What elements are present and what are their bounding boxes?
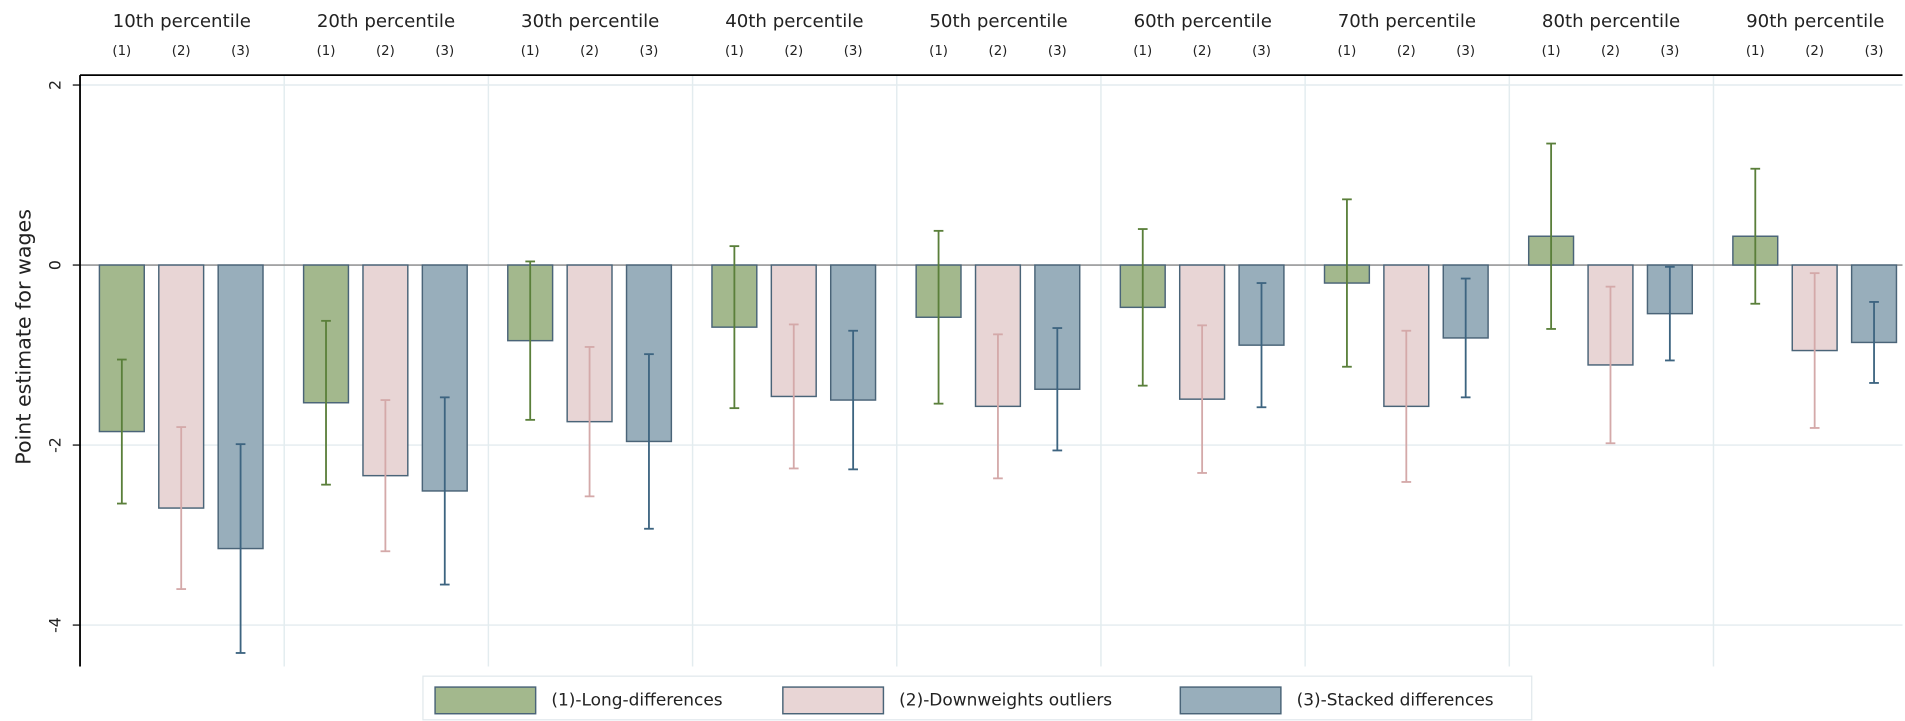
- legend-box: [422, 675, 1533, 721]
- sub-label: (2): [1805, 44, 1824, 59]
- sub-label: (1): [1746, 44, 1765, 59]
- sub-label: (1): [317, 44, 336, 59]
- sub-label: (1): [1133, 44, 1152, 59]
- sub-label: (3): [231, 44, 250, 59]
- sub-label: (2): [1193, 44, 1212, 59]
- legend-swatch: [1179, 686, 1282, 715]
- y-tick-label: 2: [45, 80, 64, 90]
- sub-label: (2): [989, 44, 1008, 59]
- legend-label: (3)-Stacked differences: [1297, 689, 1494, 709]
- sub-label: (3): [1456, 44, 1475, 59]
- category-label: 80th percentile: [1542, 11, 1680, 32]
- legend-label: (2)-Downweights outliers: [899, 689, 1112, 709]
- sub-label: (3): [1660, 44, 1679, 59]
- category-label: 40th percentile: [725, 11, 863, 32]
- y-tick-label: 0: [45, 260, 64, 270]
- sub-label: (2): [784, 44, 803, 59]
- legend-swatch: [434, 686, 537, 715]
- sub-label: (2): [580, 44, 599, 59]
- category-label: 20th percentile: [317, 11, 455, 32]
- legend-label: (1)-Long-differences: [551, 689, 722, 709]
- category-label: 60th percentile: [1134, 11, 1272, 32]
- y-axis-title: Point estimate for wages: [11, 209, 35, 465]
- sub-label: (2): [172, 44, 191, 59]
- sub-label: (3): [1865, 44, 1884, 59]
- sub-label: (1): [1337, 44, 1356, 59]
- sub-label: (2): [1601, 44, 1620, 59]
- sub-label: (3): [435, 44, 454, 59]
- plot-area: [80, 75, 1903, 667]
- sub-label: (1): [112, 44, 131, 59]
- sub-label: (1): [521, 44, 540, 59]
- legend-swatch: [782, 686, 885, 715]
- sub-label: (2): [376, 44, 395, 59]
- category-label: 70th percentile: [1338, 11, 1476, 32]
- sub-label: (1): [1542, 44, 1561, 59]
- sub-label: (2): [1397, 44, 1416, 59]
- category-label: 10th percentile: [113, 11, 251, 32]
- sub-label: (1): [929, 44, 948, 59]
- sub-label: (1): [725, 44, 744, 59]
- category-label: 90th percentile: [1746, 11, 1884, 32]
- category-label: 30th percentile: [521, 11, 659, 32]
- y-tick-label: -4: [45, 617, 64, 633]
- category-label: 50th percentile: [929, 11, 1067, 32]
- sub-label: (3): [844, 44, 863, 59]
- sub-label: (3): [640, 44, 659, 59]
- sub-label: (3): [1048, 44, 1067, 59]
- y-tick-label: -2: [45, 437, 64, 453]
- sub-label: (3): [1252, 44, 1271, 59]
